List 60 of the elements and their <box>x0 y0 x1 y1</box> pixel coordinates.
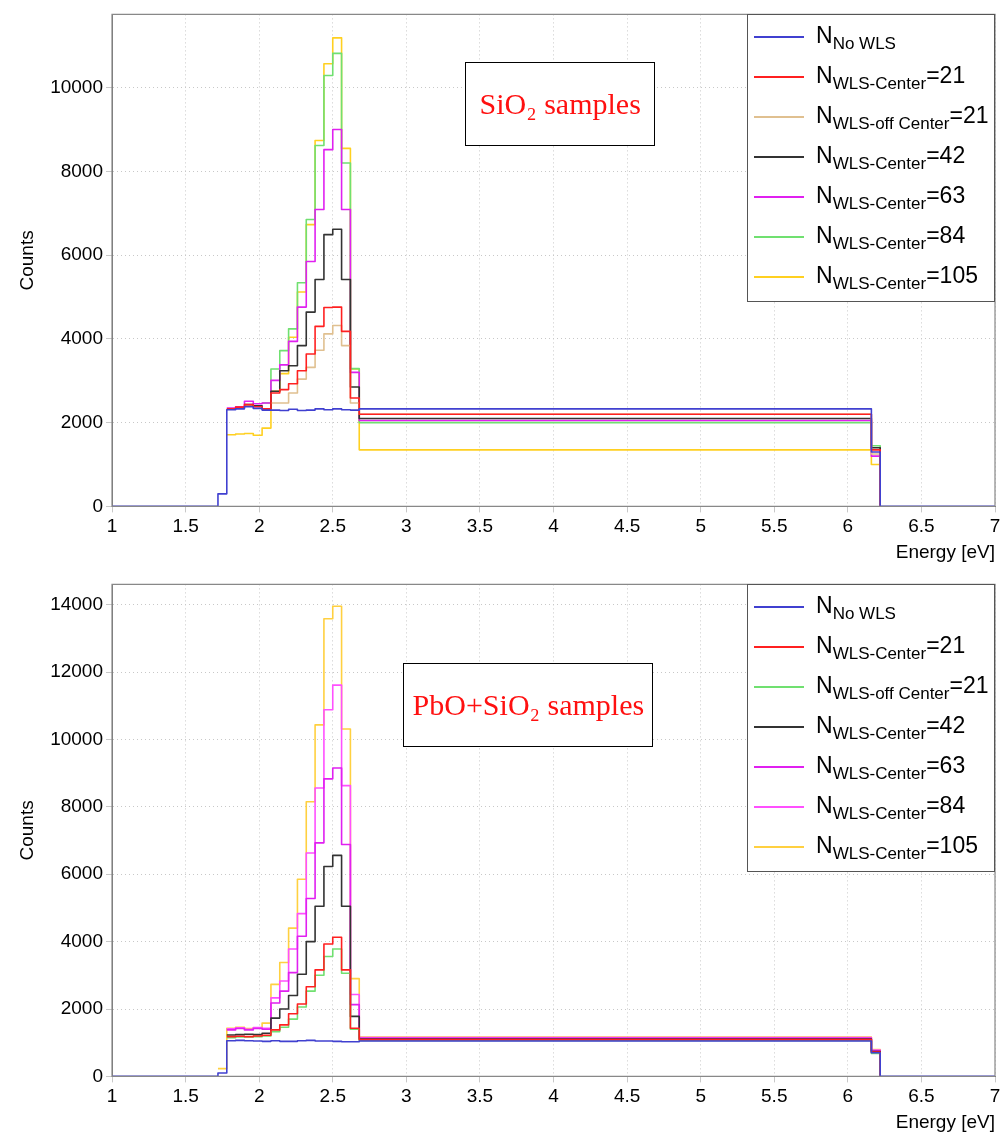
x-axis-title: Energy [eV] <box>895 540 995 562</box>
legend-label: N$_{WLS-Center}$=105 <box>816 261 978 294</box>
x-tick-label: 1.5 <box>172 1085 199 1107</box>
y-tick-label: 6000 <box>60 243 103 265</box>
x-tick-label: 6.5 <box>908 1085 935 1107</box>
x-tick-label: 4.5 <box>613 1085 641 1107</box>
x-tick-label: 2.5 <box>319 1085 346 1107</box>
y-axis-title: Counts <box>15 800 37 861</box>
x-tick-label: 1 <box>106 1085 118 1107</box>
legend-label: N$_{WLS-off Center}$=21 <box>816 101 989 134</box>
legend-label: N$_{WLS-Center}$=21 <box>816 61 966 94</box>
x-tick-label: 4 <box>548 515 560 537</box>
y-tick-label: 12000 <box>50 660 103 682</box>
x-tick-label: 3 <box>401 515 412 537</box>
x-tick-label: 6 <box>842 515 854 537</box>
annotation: PbO+SiO₂ samples <box>403 663 654 748</box>
x-tick-label: 2 <box>253 515 265 537</box>
y-tick-label: 10000 <box>50 75 103 97</box>
y-tick-label: 0 <box>92 494 103 516</box>
x-tick-label: 1.5 <box>172 515 199 537</box>
x-tick-label: 3.5 <box>466 515 494 537</box>
legend-label: N$_{WLS-Center}$=105 <box>816 831 978 864</box>
y-axis-title: Counts <box>15 230 37 291</box>
x-tick-label: 7 <box>989 515 1001 537</box>
y-tick-label: 10000 <box>50 727 103 749</box>
x-tick-label: 4.5 <box>613 515 641 537</box>
legend-label: N$_{No WLS}$ <box>816 21 896 54</box>
legend-label: N$_{WLS-Center}$=21 <box>816 631 966 664</box>
x-tick-label: 5 <box>695 1085 706 1107</box>
y-tick-label: 8000 <box>60 795 103 817</box>
y-tick-label: 2000 <box>60 997 103 1019</box>
legend-label: N$_{WLS-Center}$=63 <box>816 181 966 214</box>
legend-label: N$_{WLS-Center}$=84 <box>816 221 966 254</box>
x-tick-label: 7 <box>989 1085 1001 1107</box>
y-tick-label: 6000 <box>60 862 103 884</box>
y-tick-label: 8000 <box>60 159 103 181</box>
y-tick-label: 14000 <box>50 592 103 614</box>
x-tick-label: 1 <box>106 515 118 537</box>
legend-label: N$_{WLS-off Center}$=21 <box>816 671 989 704</box>
y-tick-label: 4000 <box>60 929 103 951</box>
legend-label: N$_{No WLS}$ <box>816 591 896 624</box>
x-tick-label: 6.5 <box>908 515 935 537</box>
x-tick-label: 5 <box>695 515 706 537</box>
legend-label: N$_{WLS-Center}$=42 <box>816 141 966 174</box>
x-tick-label: 4 <box>548 1085 560 1107</box>
x-tick-label: 3 <box>401 1085 412 1107</box>
y-tick-label: 2000 <box>60 410 103 432</box>
y-tick-label: 0 <box>92 1064 103 1086</box>
x-tick-label: 2.5 <box>319 515 346 537</box>
x-tick-label: 3.5 <box>466 1085 494 1107</box>
legend-label: N$_{WLS-Center}$=42 <box>816 711 966 744</box>
annotation: SiO₂ samples <box>465 61 656 146</box>
x-tick-label: 6 <box>842 1085 854 1107</box>
legend-label: N$_{WLS-Center}$=84 <box>816 791 966 824</box>
legend-label: N$_{WLS-Center}$=63 <box>816 751 966 784</box>
x-axis-title: Energy [eV] <box>895 1110 995 1132</box>
x-tick-label: 5.5 <box>761 515 788 537</box>
x-tick-label: 2 <box>253 1085 265 1107</box>
x-tick-label: 5.5 <box>761 1085 788 1107</box>
y-tick-label: 4000 <box>60 327 103 349</box>
